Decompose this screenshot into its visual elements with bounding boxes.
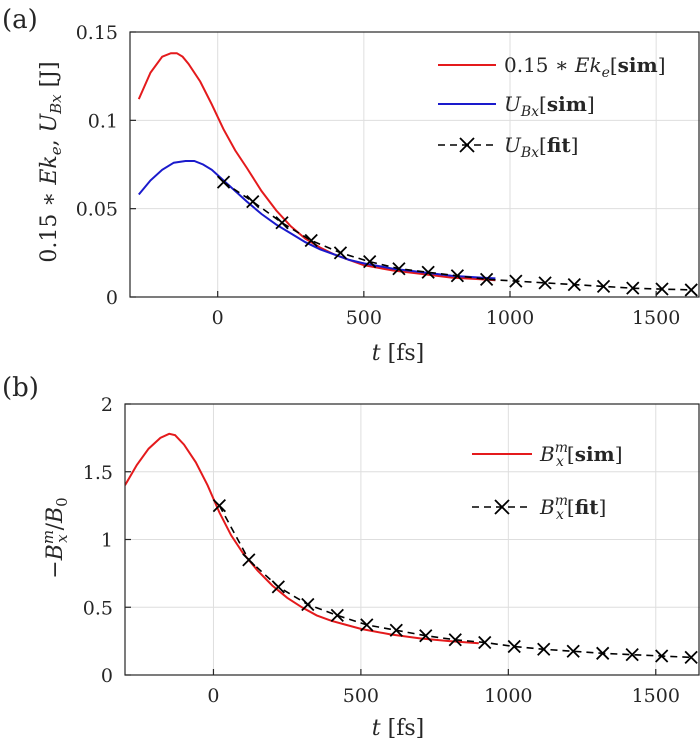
data-point-marker <box>537 642 551 656</box>
data-point-marker <box>655 649 669 663</box>
x-tick-label: 1500 <box>632 685 680 707</box>
y-tick-label: 1.5 <box>83 462 113 484</box>
data-point-marker <box>392 262 406 276</box>
panel-b-series <box>125 432 698 665</box>
y-tick-label: 1 <box>101 530 113 552</box>
y-tick-label: 0.5 <box>83 597 113 619</box>
panel-b: (b) 0 500 1000 1500 0 0.5 1 1.5 2 −Bmx/B0 t [fs]… <box>2 373 700 741</box>
x-tick-label: 1500 <box>632 307 680 329</box>
panel-a-xlabel: t [fs] <box>372 341 424 366</box>
data-point-marker <box>216 175 231 189</box>
legend-entry-label: UBx[sim] <box>504 92 595 120</box>
panel-a-frame <box>129 31 700 298</box>
data-point-marker <box>360 618 374 632</box>
data-point-marker <box>596 646 610 660</box>
data-point-marker <box>626 281 640 295</box>
svg-text:t [fs]: t [fs] <box>372 716 424 741</box>
data-point-marker <box>478 635 492 650</box>
y-tick-label: 0 <box>101 665 113 687</box>
data-point-marker <box>507 639 521 654</box>
data-point-marker <box>567 277 581 292</box>
data-point-marker <box>538 276 552 290</box>
series-line-1 <box>138 160 496 280</box>
data-point-marker <box>509 274 523 288</box>
x-tick-label: 1000 <box>486 307 534 329</box>
panel-a-legend: 0.15 ∗ Eke[sim] UBx[sim] UBx[fit] <box>438 53 666 161</box>
data-point-marker <box>684 650 698 665</box>
legend-entry-label: UBx[fit] <box>504 133 578 161</box>
data-point-marker <box>301 597 315 612</box>
legend-marker <box>459 137 475 153</box>
panel-a-label: (a) <box>2 5 38 35</box>
data-point-marker <box>333 246 348 260</box>
panel-b-legend: Bm x [sim] Bm x [fit] <box>472 440 623 523</box>
x-tick-label: 500 <box>343 685 379 707</box>
data-point-marker <box>419 629 433 643</box>
data-point-marker <box>275 216 289 230</box>
data-point-marker <box>389 623 403 637</box>
y-tick-label: 0 <box>106 287 118 309</box>
svg-text:−Bmx/B0: −Bmx/B0 <box>39 497 71 578</box>
legend-entry-label: Bm x [fit] <box>539 493 606 523</box>
data-point-marker <box>246 194 260 209</box>
data-point-marker <box>450 269 465 283</box>
series-line-0 <box>125 432 479 645</box>
data-point-marker <box>304 233 318 248</box>
data-point-marker <box>655 282 669 296</box>
series-line-1 <box>218 505 692 659</box>
y-tick-label: 0.15 <box>76 22 118 44</box>
y-tick-label: 0.1 <box>88 110 118 132</box>
y-tick-label: 0.05 <box>76 199 118 221</box>
svg-text:0.15 ∗ Eke, UBx [J]: 0.15 ∗ Eke, UBx [J] <box>37 61 65 262</box>
x-tick-label: 1000 <box>484 685 532 707</box>
panel-b-ticks: 0 500 1000 1500 0 0.5 1 1.5 2 <box>83 394 680 707</box>
panel-a-ticks: 0 500 1000 1500 0 0.05 0.1 0.15 <box>76 22 681 329</box>
x-tick-label: 500 <box>346 307 382 329</box>
data-point-marker <box>271 580 285 594</box>
panel-b-label: (b) <box>2 373 39 403</box>
panel-a-ylabel: 0.15 ∗ Eke, UBx [J] <box>37 61 65 262</box>
data-point-marker <box>448 633 462 647</box>
data-point-marker <box>684 283 698 297</box>
panel-a-series <box>137 52 698 297</box>
data-point-marker <box>625 648 639 662</box>
data-point-marker <box>479 272 494 286</box>
data-point-marker <box>421 265 435 279</box>
data-point-marker <box>212 498 226 513</box>
series-line-0 <box>137 52 496 282</box>
legend-entry-label: 0.15 ∗ Eke[sim] <box>504 53 666 81</box>
data-point-marker <box>330 608 344 623</box>
data-point-marker <box>363 255 377 269</box>
legend-entry-label: Bm x [sim] <box>539 440 623 470</box>
panel-a: (a) 0 500 1000 1500 0 0.05 0.1 0.15 0.15 ∗ Eke,… <box>2 5 700 366</box>
x-tick-label: 0 <box>207 685 219 707</box>
y-tick-label: 2 <box>101 394 113 416</box>
data-point-marker <box>596 279 611 294</box>
panel-b-ylabel: −Bmx/B0 <box>39 497 71 578</box>
legend-marker <box>494 499 510 515</box>
data-point-marker <box>566 644 580 658</box>
panel-b-xlabel: t [fs] <box>372 716 424 741</box>
x-tick-label: 0 <box>212 307 224 329</box>
data-point-marker <box>242 553 256 567</box>
svg-text:t [fs]: t [fs] <box>372 341 424 366</box>
